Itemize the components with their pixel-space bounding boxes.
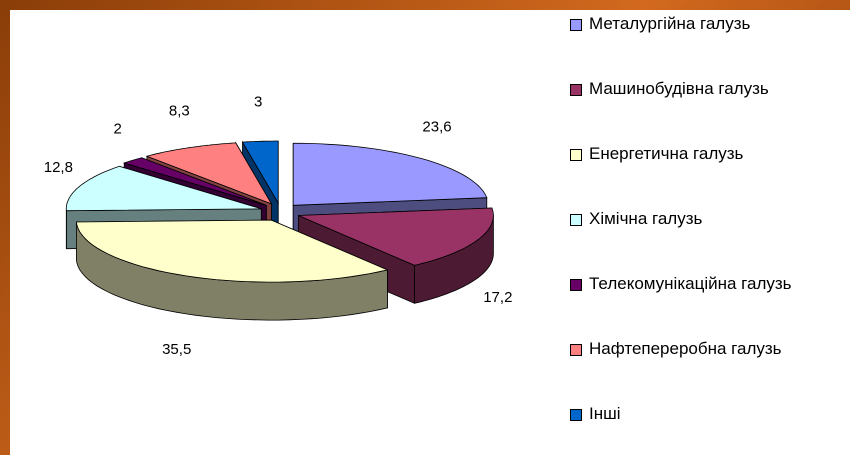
legend-swatch: [570, 279, 582, 291]
legend-label: Інші: [589, 404, 621, 423]
legend-swatch: [570, 344, 582, 356]
legend-item: Енергетична галузь: [570, 143, 845, 165]
data-label: 3: [254, 93, 262, 110]
data-label: 8,3: [169, 103, 190, 120]
legend-label: Машинобудівна галузь: [589, 79, 769, 98]
slice: [145, 142, 273, 205]
slice: [75, 219, 389, 283]
slice: [65, 165, 262, 212]
legend-item: Металургійна галузь: [570, 13, 845, 35]
legend-swatch: [570, 84, 582, 96]
legend-item: Машинобудівна галузь: [570, 78, 845, 100]
data-label: 2: [113, 121, 121, 138]
legend-item: Хімічна галузь: [570, 208, 845, 230]
data-label: 35,5: [162, 341, 191, 358]
data-label: 17,2: [483, 289, 512, 306]
legend-label: Енергетична галузь: [589, 144, 744, 163]
legend-item: Телекомунікаційна галузь: [570, 273, 845, 295]
legend-swatch: [570, 149, 582, 161]
slice: [298, 207, 494, 266]
legend-label: Металургійна галузь: [589, 14, 751, 33]
legend-label: Хімічна галузь: [589, 209, 703, 228]
legend-swatch: [570, 214, 582, 226]
legend-label: Нафтепереробна галузь: [589, 339, 782, 358]
legend-swatch: [570, 19, 582, 31]
legend-item: Інші: [570, 403, 845, 425]
legend-item: Нафтепереробна галузь: [570, 338, 845, 360]
legend-label: Телекомунікаційна галузь: [589, 274, 792, 293]
data-label: 23,6: [422, 119, 451, 136]
legend-swatch: [570, 409, 582, 421]
slice: [292, 142, 488, 206]
data-label: 12,8: [44, 159, 73, 176]
slice: [122, 157, 267, 206]
slice: [241, 140, 279, 205]
